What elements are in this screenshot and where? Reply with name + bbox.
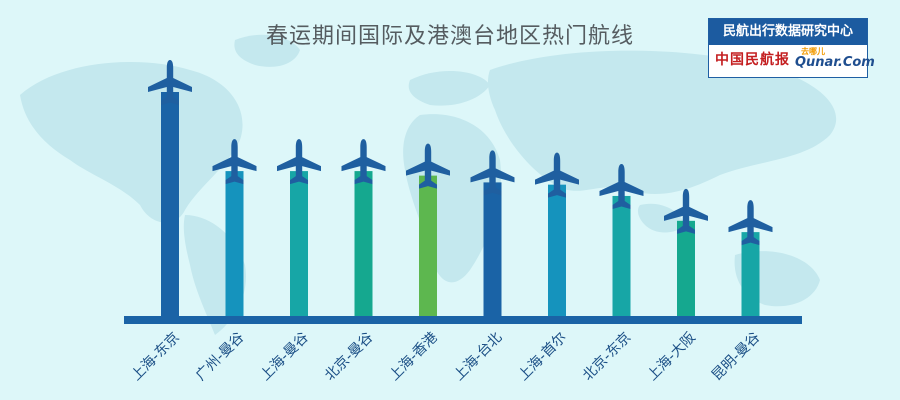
airplane-icon — [277, 139, 321, 185]
x-tick-label: 上海-香港 — [386, 330, 440, 384]
airplane-icon — [728, 200, 773, 246]
airplane-icon — [664, 188, 708, 234]
bar-3 — [290, 171, 308, 318]
caac-news-logo: 中国民航报 — [715, 52, 790, 68]
qunar-logo: Qunar.Com — [795, 55, 875, 70]
airplane-icon — [599, 163, 644, 209]
airplane-icon — [535, 152, 579, 198]
chart-title: 春运期间国际及港澳台地区热门航线 — [265, 24, 634, 49]
airplane-icon — [406, 143, 450, 189]
source-box: 民航出行数据研究中心 中国民航报 去哪儿 Qunar.Com — [708, 18, 875, 78]
x-tick-label: 北京-曼谷 — [322, 330, 376, 384]
airplane-icon — [470, 150, 515, 196]
bar-9 — [677, 220, 695, 318]
bar-4 — [354, 171, 373, 318]
bar-5 — [419, 175, 437, 318]
qunar-cn-logo: 去哪儿 — [801, 47, 825, 56]
bar-2 — [225, 171, 244, 318]
airplane-icon — [341, 139, 386, 185]
airplane-icon — [212, 139, 257, 185]
source-label: 民航出行数据研究中心 — [709, 19, 867, 45]
x-tick-label: 上海-首尔 — [515, 330, 569, 384]
x-tick-label: 上海-东京 — [128, 330, 182, 384]
bar-10 — [741, 232, 760, 318]
x-tick-label: 昆明-曼谷 — [709, 330, 763, 384]
bar-7 — [548, 184, 566, 318]
airplane-icon — [148, 60, 192, 105]
x-tick-label: 上海-大阪 — [644, 330, 698, 384]
x-tick-label: 北京-东京 — [580, 330, 634, 384]
x-axis-baseline — [124, 316, 802, 324]
bar-6 — [483, 182, 502, 318]
bar-1 — [161, 92, 179, 318]
x-tick-label: 上海-台北 — [451, 330, 505, 384]
logo-row: 中国民航报 去哪儿 Qunar.Com — [709, 45, 875, 77]
x-tick-label: 广州-曼谷 — [193, 330, 247, 384]
bar-8 — [612, 195, 631, 318]
x-tick-label: 上海-曼谷 — [257, 330, 311, 384]
